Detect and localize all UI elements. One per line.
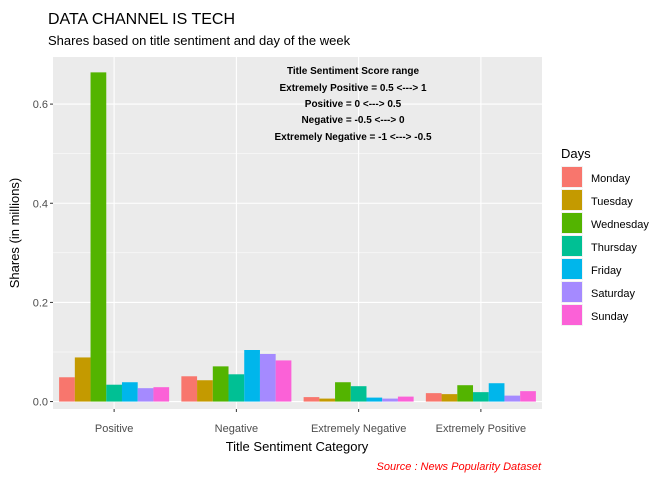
legend-label-wednesday: Wednesday (591, 219, 649, 231)
y-tick-label: 0.4 (33, 198, 48, 210)
bar-tuesday (197, 380, 213, 402)
legend-swatch-thursday (562, 236, 582, 256)
annotation-line: Negative = -0.5 <---> 0 (301, 115, 405, 126)
bar-monday (303, 397, 320, 402)
legend-swatch-friday (562, 259, 582, 279)
legend-label-tuesday: Tuesday (591, 196, 633, 208)
x-tick-label: Negative (215, 423, 258, 435)
chart-title: DATA CHANNEL IS TECH (48, 11, 235, 28)
bar-thursday (106, 384, 122, 402)
bar-wednesday (212, 366, 229, 402)
bar-sunday (397, 396, 414, 402)
chart-subtitle: Shares based on title sentiment and day … (48, 33, 351, 48)
plot-panel (53, 57, 542, 409)
y-tick-label: 0.0 (33, 397, 48, 409)
bar-saturday (259, 353, 276, 402)
bar-friday (244, 350, 260, 402)
bar-friday (488, 383, 505, 402)
legend-swatch-wednesday (562, 213, 582, 233)
legend-label-monday: Monday (591, 173, 631, 185)
y-tick-label: 0.6 (33, 99, 48, 111)
bar-wednesday (335, 382, 351, 402)
bar-saturday (382, 398, 398, 402)
annotation-box: Title Sentiment Score range Extremely Pos… (274, 66, 431, 143)
x-axis-title: Title Sentiment Category (226, 439, 369, 454)
legend-swatch-sunday (562, 305, 582, 325)
bar-thursday (350, 386, 367, 402)
bar-wednesday (457, 385, 474, 402)
legend-swatch-monday (562, 167, 582, 187)
bar-wednesday (90, 72, 107, 402)
bar-saturday (137, 388, 154, 402)
bar-tuesday (319, 398, 336, 402)
legend-label-friday: Friday (591, 265, 622, 277)
legend-label-saturday: Saturday (591, 288, 636, 300)
bar-monday (181, 376, 198, 402)
legend-label-sunday: Sunday (591, 311, 629, 323)
axes: 0.0 0.2 0.4 0.6 Positive Negative Extremely Ne… (33, 99, 526, 435)
x-tick-label: Extremely Negative (311, 423, 406, 435)
bar-friday (121, 382, 138, 402)
bar-thursday (228, 374, 245, 402)
annotation-line: Extremely Positive = 0.5 <---> 1 (279, 83, 426, 94)
legend-swatch-saturday (562, 282, 582, 302)
bar-sunday (520, 391, 536, 402)
annotation-line: Title Sentiment Score range (287, 66, 420, 77)
x-tick-label: Positive (95, 423, 134, 435)
bar-monday (59, 377, 75, 402)
annotation-line: Extremely Negative = -1 <---> -0.5 (274, 132, 431, 143)
bar-thursday (473, 392, 489, 402)
y-tick-label: 0.2 (33, 297, 48, 309)
legend-swatch-tuesday (562, 190, 582, 210)
bar-saturday (504, 395, 521, 402)
bar-monday (425, 393, 442, 402)
bars (59, 72, 536, 402)
bar-sunday (275, 360, 292, 402)
y-axis-title: Shares (in millions) (7, 178, 22, 289)
legend-title: Days (561, 146, 591, 161)
x-tick-label: Extremely Positive (436, 423, 526, 435)
legend-label-thursday: Thursday (591, 242, 637, 254)
bar-friday (366, 397, 383, 402)
bar-tuesday (441, 394, 458, 402)
bar-sunday (153, 387, 170, 402)
bar-tuesday (74, 357, 91, 402)
source-caption: Source : News Popularity Dataset (377, 461, 542, 473)
annotation-line: Positive = 0 <---> 0.5 (305, 99, 402, 110)
